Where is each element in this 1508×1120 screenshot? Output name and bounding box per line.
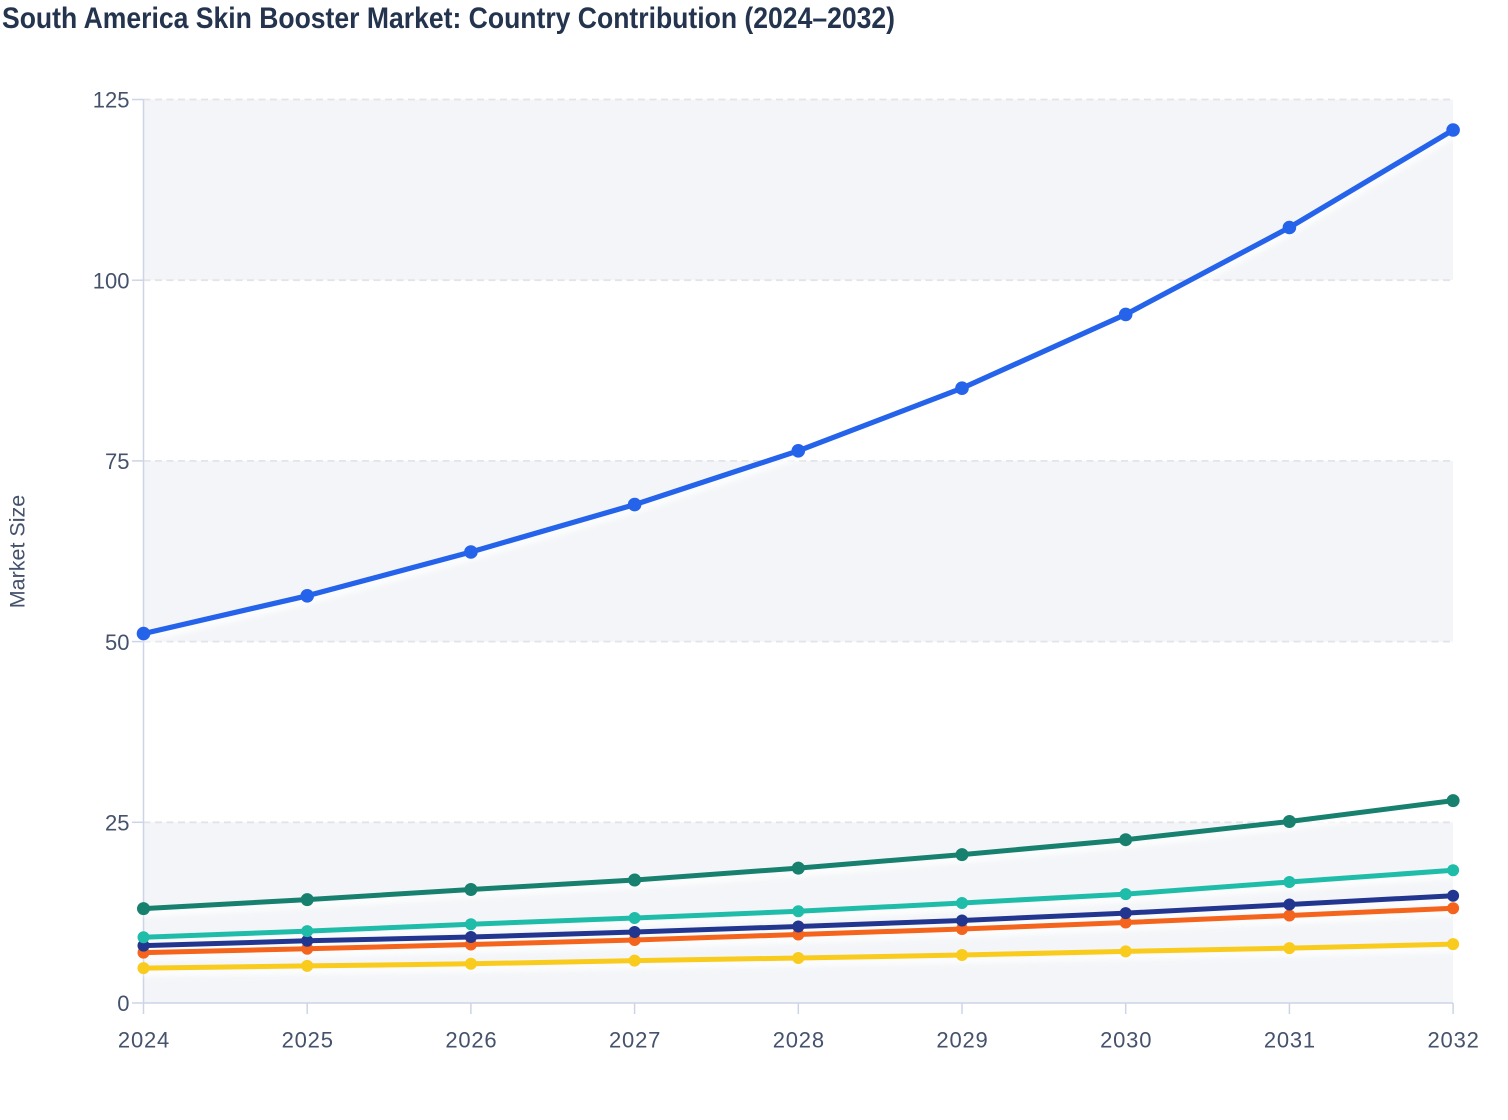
svg-text:2028: 2028 — [773, 1027, 825, 1052]
svg-text:Market Size: Market Size — [5, 495, 29, 609]
svg-text:2026: 2026 — [445, 1027, 497, 1052]
svg-text:125: 125 — [93, 88, 130, 113]
svg-text:0: 0 — [117, 991, 129, 1016]
svg-text:South America Skin Booster Mar: South America Skin Booster Market: Count… — [2, 2, 895, 35]
svg-text:100: 100 — [93, 268, 130, 293]
svg-text:2024: 2024 — [118, 1027, 170, 1052]
svg-text:75: 75 — [105, 449, 129, 474]
svg-text:2027: 2027 — [609, 1027, 661, 1052]
svg-text:2030: 2030 — [1100, 1027, 1152, 1052]
svg-text:25: 25 — [105, 811, 129, 836]
svg-text:50: 50 — [105, 630, 129, 655]
svg-text:2029: 2029 — [936, 1027, 988, 1052]
svg-text:2025: 2025 — [282, 1027, 334, 1052]
svg-text:2032: 2032 — [1428, 1027, 1480, 1052]
svg-text:2031: 2031 — [1264, 1027, 1316, 1052]
